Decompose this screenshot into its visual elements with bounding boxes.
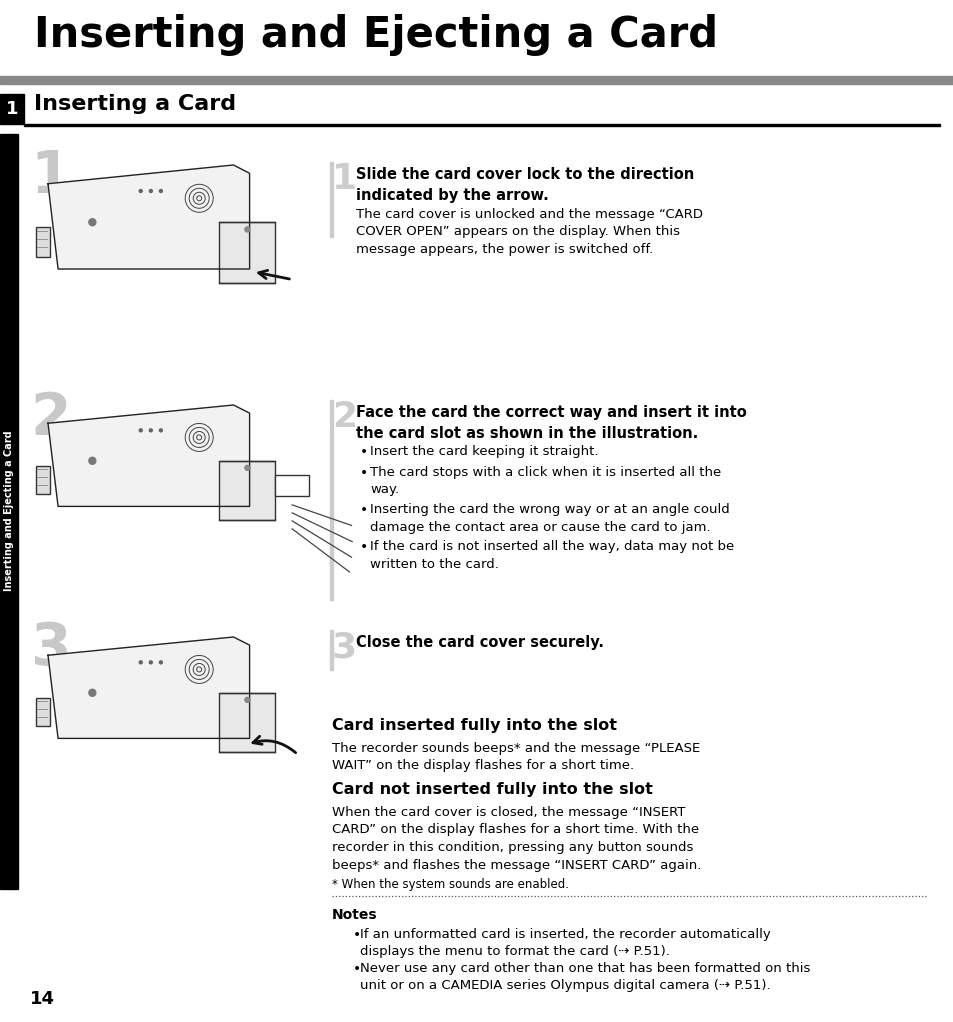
Bar: [330, 630, 333, 670]
Text: 1: 1: [6, 100, 18, 118]
Circle shape: [245, 465, 250, 470]
Bar: [24, 124, 939, 126]
Text: 3: 3: [30, 620, 71, 677]
Circle shape: [150, 429, 152, 432]
Text: Insert the card keeping it straight.: Insert the card keeping it straight.: [370, 445, 598, 458]
Text: Inserting a Card: Inserting a Card: [34, 94, 236, 114]
Text: When the card cover is closed, the message “INSERT
CARD” on the display flashes : When the card cover is closed, the messa…: [332, 806, 700, 872]
Text: Inserting and Ejecting a Card: Inserting and Ejecting a Card: [4, 430, 14, 592]
Text: * When the system sounds are enabled.: * When the system sounds are enabled.: [332, 878, 568, 891]
Text: •: •: [359, 540, 368, 554]
Circle shape: [89, 457, 95, 464]
Text: •: •: [353, 928, 361, 942]
Text: Slide the card cover lock to the direction
indicated by the arrow.: Slide the card cover lock to the directi…: [355, 167, 694, 203]
Bar: [0, 94, 24, 124]
Polygon shape: [48, 637, 250, 739]
Bar: [36, 466, 50, 495]
Text: 1: 1: [332, 162, 356, 196]
Text: Card inserted fully into the slot: Card inserted fully into the slot: [332, 718, 617, 733]
Bar: [275, 475, 309, 496]
Bar: [330, 400, 333, 600]
Bar: [0, 134, 18, 889]
Text: •: •: [359, 503, 368, 517]
Circle shape: [150, 661, 152, 664]
Bar: [0, 76, 953, 84]
Bar: [330, 162, 333, 237]
Circle shape: [150, 189, 152, 192]
Bar: [36, 228, 50, 257]
Text: Inserting the card the wrong way or at an angle could
damage the contact area or: Inserting the card the wrong way or at a…: [370, 503, 729, 533]
Text: 1: 1: [30, 148, 71, 205]
Text: Inserting and Ejecting a Card: Inserting and Ejecting a Card: [34, 14, 718, 56]
Text: The card stops with a click when it is inserted all the
way.: The card stops with a click when it is i…: [370, 466, 720, 497]
Circle shape: [139, 189, 142, 192]
Text: The recorder sounds beeps* and the message “PLEASE
WAIT” on the display flashes : The recorder sounds beeps* and the messa…: [332, 742, 700, 773]
Circle shape: [245, 697, 250, 702]
Polygon shape: [48, 405, 250, 506]
Bar: [219, 693, 275, 751]
Bar: [219, 461, 275, 519]
Text: •: •: [353, 962, 361, 976]
Circle shape: [89, 219, 95, 226]
Text: •: •: [359, 445, 368, 459]
Text: If an unformatted card is inserted, the recorder automatically
displays the menu: If an unformatted card is inserted, the …: [359, 928, 770, 958]
Circle shape: [89, 689, 95, 696]
Text: 2: 2: [332, 400, 356, 434]
Text: Card not inserted fully into the slot: Card not inserted fully into the slot: [332, 782, 652, 797]
Circle shape: [139, 429, 142, 432]
Text: The card cover is unlocked and the message “CARD
COVER OPEN” appears on the disp: The card cover is unlocked and the messa…: [355, 208, 702, 256]
Circle shape: [159, 189, 162, 192]
Circle shape: [159, 661, 162, 664]
Text: 14: 14: [30, 990, 55, 1008]
Polygon shape: [48, 165, 250, 269]
Circle shape: [245, 227, 250, 232]
Text: If the card is not inserted all the way, data may not be
written to the card.: If the card is not inserted all the way,…: [370, 540, 734, 570]
Text: •: •: [359, 466, 368, 480]
Text: Notes: Notes: [332, 908, 377, 922]
Bar: [36, 698, 50, 727]
Text: 2: 2: [30, 390, 71, 447]
Bar: [219, 222, 275, 282]
Circle shape: [139, 661, 142, 664]
Text: Never use any card other than one that has been formatted on this
unit or on a C: Never use any card other than one that h…: [359, 962, 809, 992]
Text: Face the card the correct way and insert it into
the card slot as shown in the i: Face the card the correct way and insert…: [355, 405, 746, 442]
Text: 3: 3: [332, 630, 356, 664]
Text: Close the card cover securely.: Close the card cover securely.: [355, 635, 603, 650]
Circle shape: [159, 429, 162, 432]
